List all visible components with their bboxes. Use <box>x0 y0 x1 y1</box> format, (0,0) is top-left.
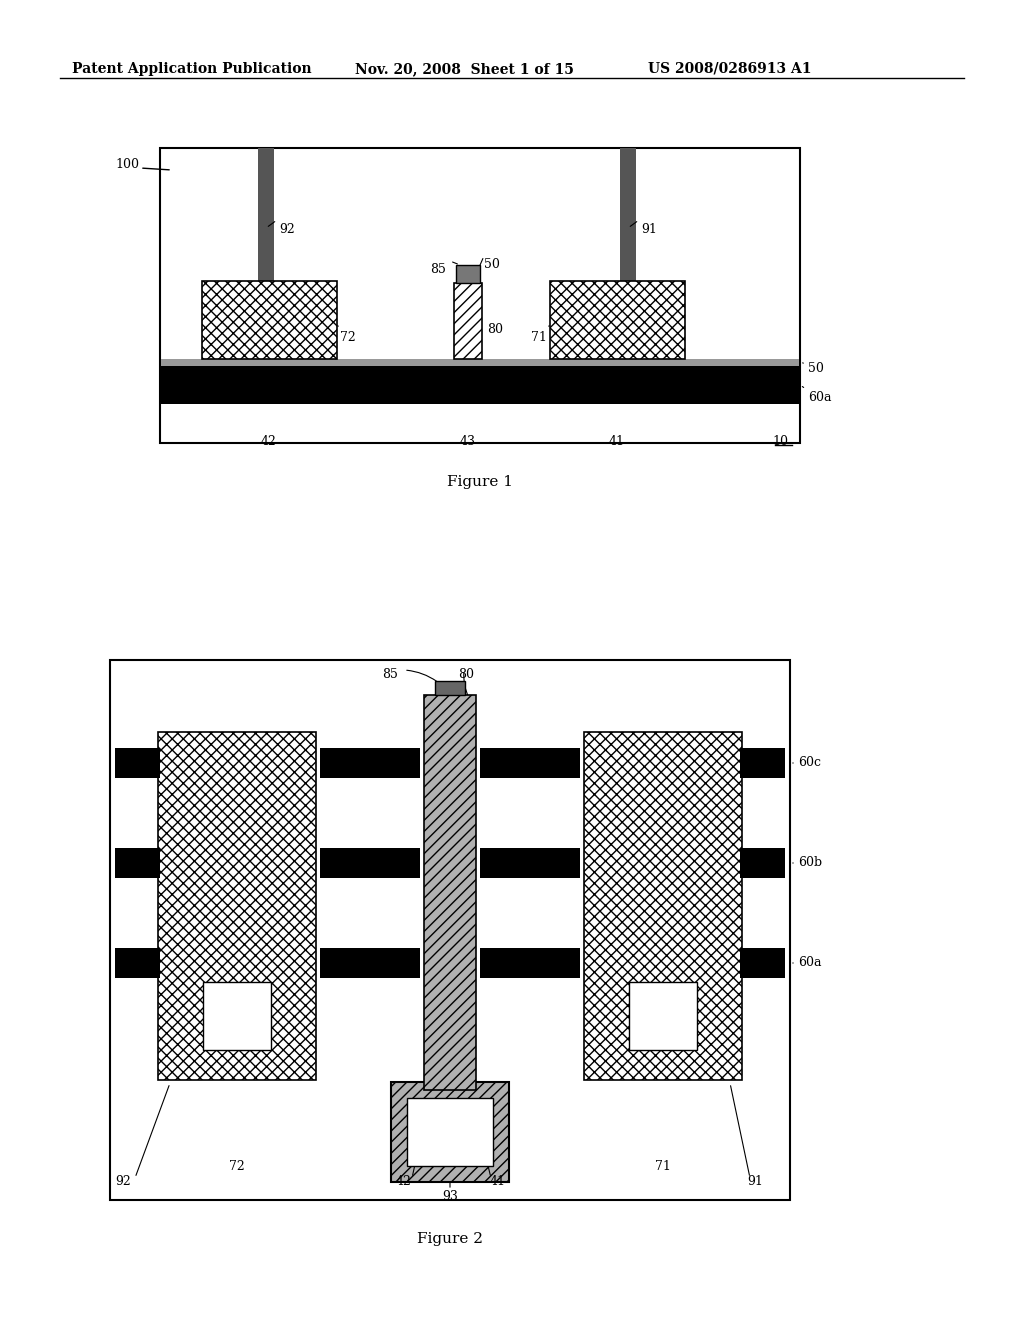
Text: 71: 71 <box>655 1160 671 1173</box>
Bar <box>584 733 742 1080</box>
Bar <box>480 847 580 878</box>
Text: 85: 85 <box>430 263 446 276</box>
Bar <box>740 748 785 777</box>
Bar <box>203 982 271 1049</box>
Text: 91: 91 <box>746 1175 763 1188</box>
Text: 92: 92 <box>115 1175 131 1188</box>
Text: 100: 100 <box>115 158 139 172</box>
Text: 60b: 60b <box>798 857 822 870</box>
Text: 42: 42 <box>396 1175 412 1188</box>
Text: 85: 85 <box>382 668 398 681</box>
Bar <box>319 847 420 878</box>
Text: 50: 50 <box>808 362 824 375</box>
Bar <box>158 733 316 1080</box>
Text: Nov. 20, 2008  Sheet 1 of 15: Nov. 20, 2008 Sheet 1 of 15 <box>355 62 573 77</box>
Bar <box>202 281 337 359</box>
Bar <box>550 281 685 359</box>
Bar <box>424 696 476 1090</box>
Bar <box>740 847 785 878</box>
Text: Figure 1: Figure 1 <box>447 475 513 488</box>
Text: 92: 92 <box>279 223 295 236</box>
Bar <box>435 681 465 696</box>
Text: 80: 80 <box>458 668 474 681</box>
Bar <box>319 948 420 978</box>
Text: 80: 80 <box>487 323 503 337</box>
Text: Patent Application Publication: Patent Application Publication <box>72 62 311 77</box>
Bar <box>161 366 799 404</box>
Bar <box>115 847 160 878</box>
Bar <box>391 1082 509 1181</box>
Bar <box>319 748 420 777</box>
Bar <box>454 282 482 359</box>
Text: 10: 10 <box>772 436 788 447</box>
Text: Figure 2: Figure 2 <box>417 1232 483 1246</box>
Bar <box>480 948 580 978</box>
Bar <box>258 148 274 313</box>
Bar <box>110 660 790 1200</box>
Bar <box>620 148 636 313</box>
Text: 72: 72 <box>229 1160 245 1173</box>
Text: 71: 71 <box>531 331 547 345</box>
Text: 91: 91 <box>641 223 656 236</box>
Bar <box>115 748 160 777</box>
Bar <box>629 982 697 1049</box>
Text: 60a: 60a <box>798 957 821 969</box>
Bar <box>160 148 800 444</box>
Text: 60c: 60c <box>798 756 821 770</box>
Text: 72: 72 <box>340 331 355 345</box>
Bar <box>407 1098 493 1166</box>
Bar <box>480 748 580 777</box>
Text: 50: 50 <box>484 257 500 271</box>
Text: 93: 93 <box>442 1191 458 1203</box>
Text: 41: 41 <box>490 1175 506 1188</box>
Bar <box>456 265 480 282</box>
Bar <box>115 948 160 978</box>
Text: 60a: 60a <box>808 391 831 404</box>
Text: 41: 41 <box>609 436 625 447</box>
Text: 43: 43 <box>460 436 476 447</box>
Text: US 2008/0286913 A1: US 2008/0286913 A1 <box>648 62 811 77</box>
Text: 42: 42 <box>261 436 276 447</box>
Bar <box>740 948 785 978</box>
Bar <box>161 359 799 366</box>
